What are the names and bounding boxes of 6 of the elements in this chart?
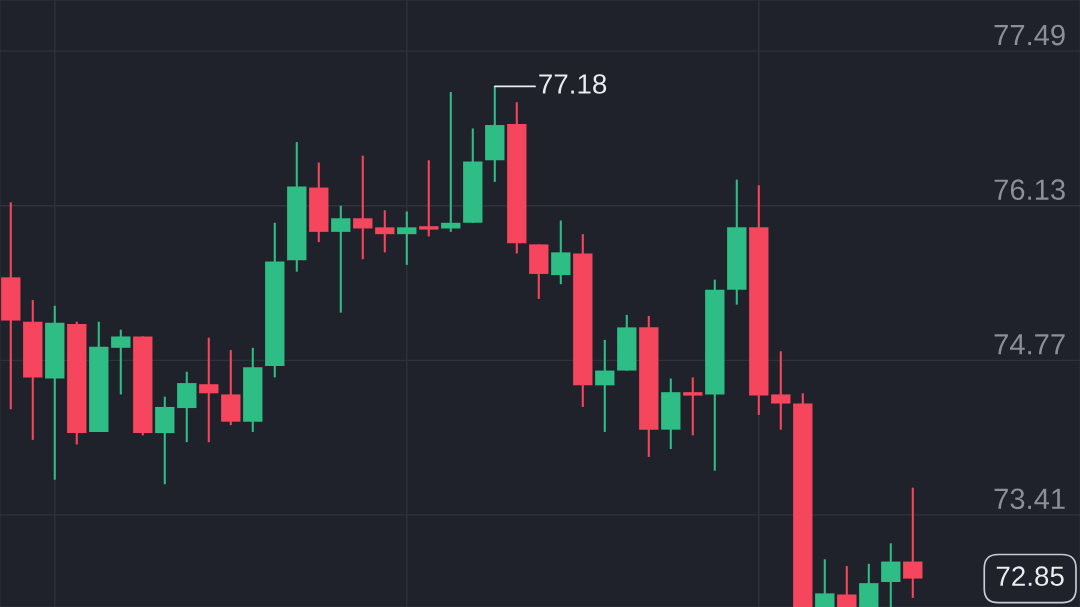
annotation: 77.18 <box>539 74 607 94</box>
y-tick-label: 73.41 <box>994 488 1065 510</box>
y-tick-label: 77.49 <box>994 24 1065 46</box>
y-tick-label: 76.13 <box>994 179 1065 200</box>
text: 72.85 <box>996 566 1064 587</box>
y-tick-label: 74.77 <box>994 334 1065 355</box>
